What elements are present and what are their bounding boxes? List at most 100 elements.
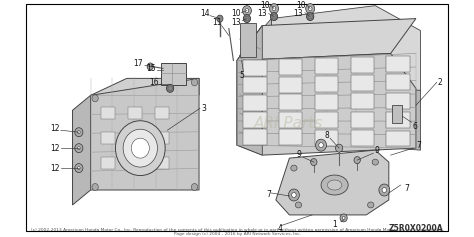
Polygon shape [386, 131, 410, 146]
Text: 13: 13 [293, 9, 303, 18]
Text: 12: 12 [50, 144, 59, 153]
Ellipse shape [243, 15, 251, 23]
Text: 14: 14 [201, 9, 210, 18]
Text: 7: 7 [404, 183, 410, 192]
Polygon shape [237, 54, 416, 155]
Ellipse shape [75, 144, 83, 153]
Ellipse shape [191, 183, 198, 191]
Polygon shape [243, 60, 267, 76]
Text: 9: 9 [374, 146, 380, 155]
Polygon shape [315, 58, 338, 74]
Polygon shape [315, 94, 338, 110]
Ellipse shape [123, 129, 157, 167]
Polygon shape [243, 129, 267, 145]
Ellipse shape [328, 180, 342, 190]
Ellipse shape [270, 4, 279, 14]
Text: 4: 4 [278, 224, 283, 233]
Ellipse shape [319, 143, 323, 148]
Polygon shape [315, 112, 338, 128]
Text: 7: 7 [416, 141, 421, 150]
Ellipse shape [372, 159, 378, 165]
Ellipse shape [310, 159, 317, 166]
Text: ARI Parts: ARI Parts [254, 116, 323, 131]
Polygon shape [243, 112, 267, 128]
Text: 10: 10 [231, 9, 241, 18]
Ellipse shape [292, 192, 296, 197]
Text: 10: 10 [296, 1, 306, 10]
Bar [155, 107, 169, 119]
Polygon shape [240, 18, 271, 145]
Polygon shape [237, 26, 262, 145]
Ellipse shape [271, 13, 278, 21]
Ellipse shape [272, 7, 276, 11]
Ellipse shape [116, 121, 165, 176]
Ellipse shape [147, 63, 154, 70]
Bar [128, 107, 142, 119]
Text: 13: 13 [257, 9, 267, 18]
Ellipse shape [316, 139, 327, 151]
Text: 5: 5 [239, 71, 244, 80]
Text: 8: 8 [324, 131, 329, 140]
Polygon shape [386, 55, 410, 72]
Polygon shape [279, 77, 302, 93]
Ellipse shape [336, 144, 343, 152]
Polygon shape [237, 26, 262, 155]
Text: (c) 2002-2013 American Honda Motor Co., Inc. Reproduction of the contents of thi: (c) 2002-2013 American Honda Motor Co., … [30, 228, 444, 232]
Polygon shape [350, 57, 374, 73]
Polygon shape [350, 130, 374, 146]
Polygon shape [243, 95, 267, 111]
Ellipse shape [354, 157, 360, 164]
Polygon shape [237, 18, 416, 60]
Polygon shape [271, 78, 420, 150]
Polygon shape [386, 74, 410, 90]
Polygon shape [91, 78, 199, 112]
Ellipse shape [242, 6, 252, 16]
Text: 13: 13 [231, 18, 241, 27]
Polygon shape [350, 93, 374, 109]
Text: 17: 17 [134, 59, 143, 68]
Polygon shape [243, 77, 267, 93]
Ellipse shape [321, 175, 348, 195]
Ellipse shape [382, 187, 387, 192]
Ellipse shape [92, 95, 98, 102]
Ellipse shape [295, 202, 301, 208]
Polygon shape [91, 78, 199, 190]
Polygon shape [279, 59, 302, 75]
Bar [161, 64, 186, 85]
Bar [128, 157, 142, 169]
Bar [392, 105, 402, 123]
Ellipse shape [92, 183, 98, 191]
Ellipse shape [166, 84, 174, 92]
Polygon shape [315, 130, 338, 146]
Ellipse shape [367, 202, 374, 208]
Text: 6: 6 [412, 122, 418, 131]
Ellipse shape [75, 128, 83, 137]
Ellipse shape [340, 214, 347, 222]
Text: 16: 16 [149, 78, 159, 87]
Bar [100, 132, 115, 144]
Text: 1: 1 [332, 220, 337, 229]
Text: 15: 15 [146, 64, 156, 73]
Bar [100, 157, 115, 169]
Polygon shape [315, 76, 338, 92]
Polygon shape [279, 129, 302, 145]
Text: Z5R0X0200A: Z5R0X0200A [388, 224, 443, 233]
Polygon shape [271, 6, 420, 103]
Text: 7: 7 [266, 191, 271, 200]
Ellipse shape [191, 79, 198, 86]
Ellipse shape [291, 165, 297, 171]
Ellipse shape [309, 7, 312, 11]
Ellipse shape [379, 184, 390, 196]
Bar [100, 107, 115, 119]
Text: 11: 11 [212, 18, 222, 27]
Ellipse shape [77, 131, 80, 134]
Ellipse shape [289, 189, 300, 201]
Polygon shape [279, 94, 302, 110]
Text: Page design (c) 2004 - 2016 by ARI Network Services, Inc.: Page design (c) 2004 - 2016 by ARI Netwo… [173, 232, 301, 236]
Polygon shape [73, 95, 91, 205]
Bar [240, 23, 256, 57]
Ellipse shape [217, 15, 223, 22]
Ellipse shape [77, 167, 80, 170]
Text: 12: 12 [50, 124, 59, 133]
Bar [155, 132, 169, 144]
